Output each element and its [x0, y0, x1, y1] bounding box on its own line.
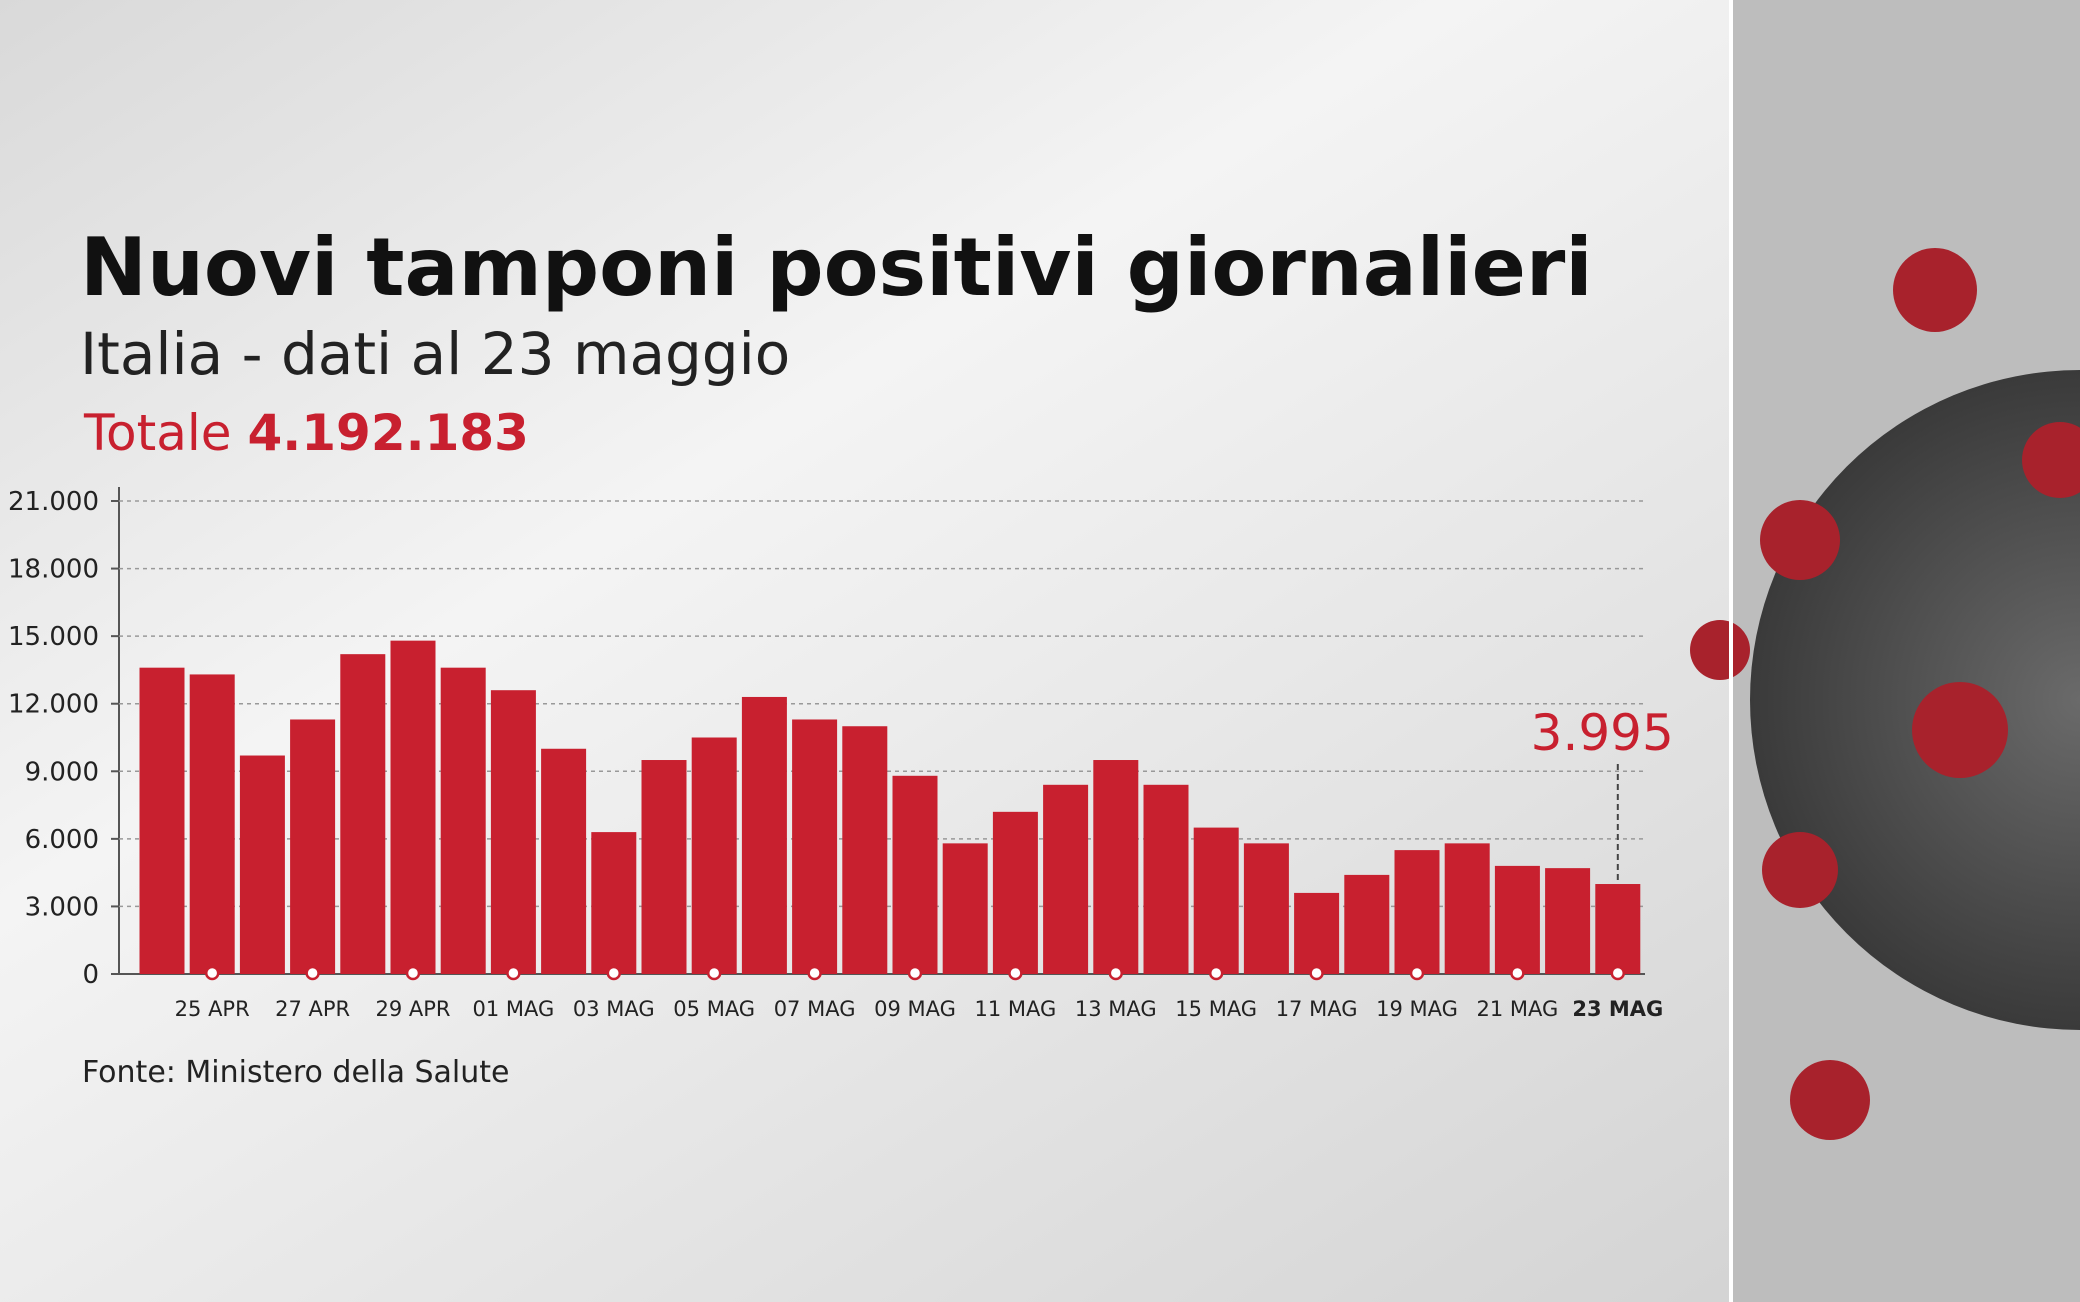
x-tick-label: 05 MAG — [673, 997, 755, 1021]
y-tick-label: 3.000 — [25, 892, 99, 922]
x-tick-label: 11 MAG — [975, 997, 1057, 1021]
x-tick-dot — [1409, 965, 1425, 981]
x-tick-label: 15 MAG — [1175, 997, 1257, 1021]
bar — [1545, 868, 1591, 974]
x-tick-dot — [1510, 965, 1525, 981]
x-tick-label: 21 MAG — [1477, 997, 1559, 1021]
x-tick-dot — [1610, 965, 1626, 981]
bar — [892, 775, 938, 974]
x-tick-dot — [1008, 965, 1023, 981]
bar — [1294, 892, 1340, 974]
bar — [390, 640, 436, 974]
bar — [290, 719, 336, 974]
x-tick-dot — [606, 965, 622, 981]
bar — [1093, 760, 1139, 974]
bar — [490, 690, 536, 974]
x-tick-label: 25 APR — [175, 997, 250, 1021]
bar — [1394, 850, 1440, 974]
x-tick-label: 01 MAG — [473, 997, 555, 1021]
y-tick-label: 18.000 — [8, 555, 99, 585]
bar — [1344, 874, 1390, 974]
bar — [992, 811, 1038, 974]
y-tick-label: 9.000 — [25, 757, 99, 787]
x-tick-dot — [1208, 965, 1224, 981]
total-label: Totale — [83, 404, 232, 462]
x-tick-label: 07 MAG — [774, 997, 856, 1021]
virus-spikes — [1690, 248, 2080, 1140]
bar — [942, 843, 988, 974]
bar — [1243, 843, 1289, 974]
bar — [541, 748, 587, 974]
bar — [440, 667, 486, 974]
x-tick-label: 19 MAG — [1376, 997, 1458, 1021]
bar — [1043, 784, 1089, 974]
chart-subtitle: Italia - dati al 23 maggio — [80, 320, 790, 388]
value-label: 3.995 — [1531, 704, 1674, 762]
chart-title: Nuovi tamponi positivi giornalieri — [80, 221, 1593, 314]
bar — [591, 832, 637, 974]
x-tick-dot — [506, 965, 521, 981]
bar — [1595, 884, 1641, 974]
bar — [691, 737, 737, 974]
source: Fonte: Ministero della Salute — [82, 1055, 510, 1090]
y-tick-label: 21.000 — [8, 487, 99, 517]
x-tick-dot — [305, 965, 320, 981]
x-tick-label: 27 APR — [275, 997, 350, 1021]
bar — [239, 755, 285, 974]
bar — [1494, 865, 1540, 974]
x-tick-label: 17 MAG — [1276, 997, 1358, 1021]
bar — [1193, 827, 1239, 974]
x-tick-dot — [907, 965, 923, 981]
plot: 0 3.000 6.000 9.000 12.000 15.000 18.000 21.000… — [8, 487, 1674, 1021]
x-tick-label: 13 MAG — [1075, 997, 1157, 1021]
x-tick-dot — [807, 965, 822, 981]
x-tick-dot — [405, 965, 421, 981]
bar — [842, 726, 888, 974]
bar — [189, 674, 235, 974]
total: Totale 4.192.183 — [83, 404, 529, 462]
y-tick-label: 0 — [82, 960, 99, 990]
y-tick-label: 12.000 — [8, 690, 99, 720]
bar — [340, 654, 386, 974]
x-tick-label: 29 APR — [375, 997, 450, 1021]
bar — [1143, 784, 1189, 974]
y-tick-label: 6.000 — [25, 825, 99, 855]
x-tick-dot — [1309, 965, 1324, 981]
x-tick-label: 03 MAG — [573, 997, 655, 1021]
x-tick-label: 23 MAG — [1572, 997, 1663, 1021]
x-tick-label: 09 MAG — [874, 997, 956, 1021]
bar — [792, 719, 838, 974]
bar — [641, 760, 687, 974]
bar — [741, 696, 787, 974]
bar — [139, 667, 185, 974]
bar — [1444, 843, 1490, 974]
y-tick-label: 15.000 — [8, 622, 99, 652]
x-tick-dot — [1108, 965, 1124, 981]
x-tick-dot — [706, 965, 722, 981]
total-value: 4.192.183 — [247, 404, 529, 462]
x-tick-dot — [204, 965, 220, 981]
